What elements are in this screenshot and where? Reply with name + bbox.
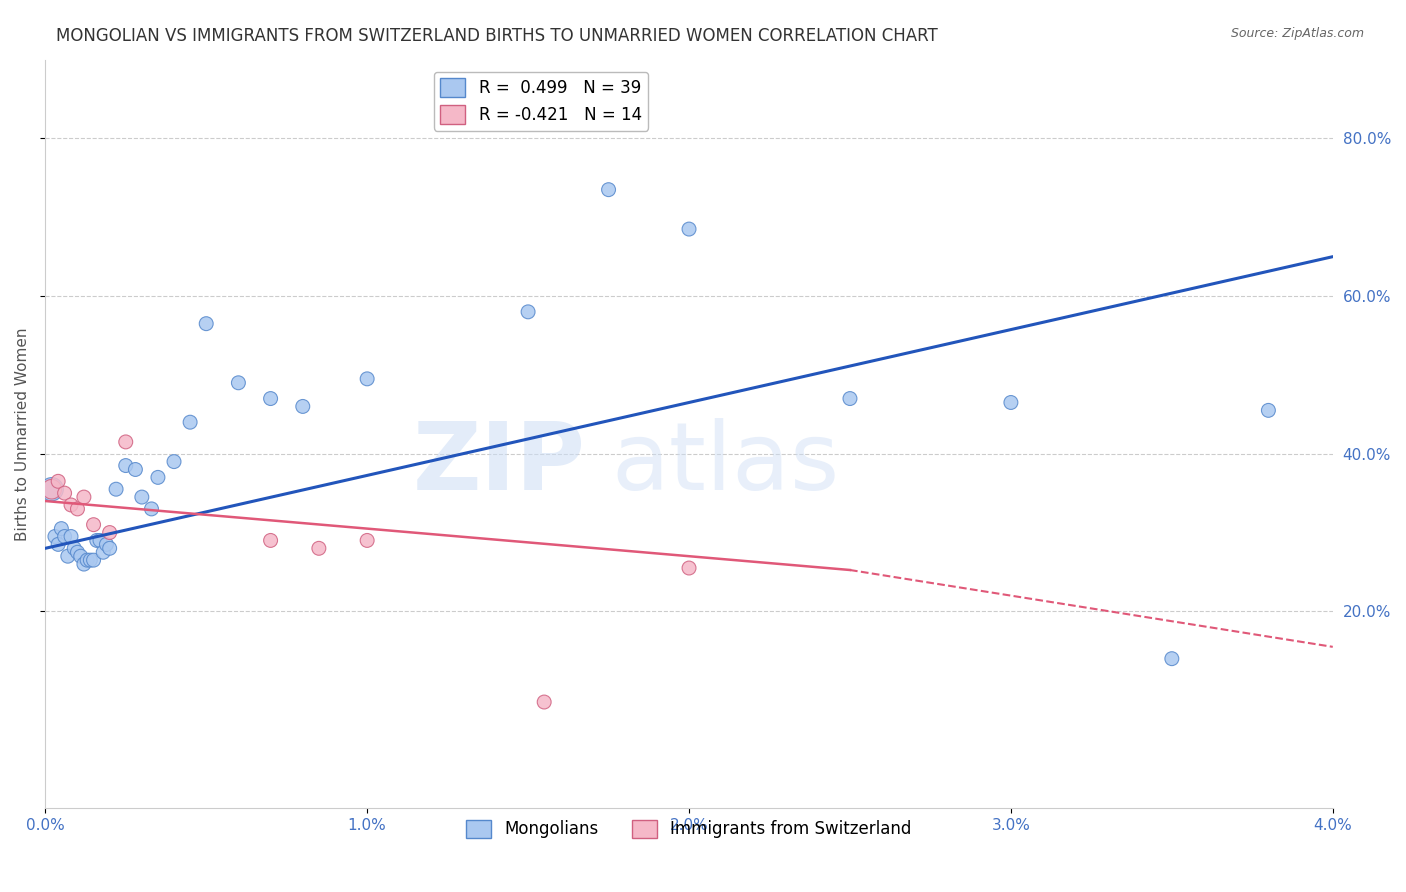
Point: [517, 305, 540, 319]
Point: [63, 541, 86, 556]
Text: Source: ZipAtlas.com: Source: ZipAtlas.com: [1230, 27, 1364, 40]
Point: [56, 549, 79, 564]
Point: [66, 502, 89, 516]
Point: [98, 541, 121, 556]
Point: [60, 498, 83, 512]
Legend: Mongolians, Immigrants from Switzerland: Mongolians, Immigrants from Switzerland: [460, 813, 918, 845]
Point: [228, 376, 250, 390]
Point: [195, 317, 218, 331]
Point: [83, 517, 105, 532]
Point: [114, 434, 136, 449]
Point: [73, 557, 96, 571]
Point: [76, 553, 98, 567]
Point: [131, 490, 153, 504]
Point: [46, 475, 69, 489]
Point: [114, 458, 136, 473]
Point: [73, 490, 96, 504]
Point: [41, 482, 63, 496]
Point: [141, 502, 163, 516]
Point: [839, 392, 862, 406]
Point: [53, 486, 76, 500]
Point: [1160, 651, 1182, 665]
Point: [356, 372, 378, 386]
Point: [308, 541, 330, 556]
Point: [259, 533, 281, 548]
Point: [86, 533, 108, 548]
Point: [51, 522, 73, 536]
Point: [124, 462, 146, 476]
Point: [259, 392, 281, 406]
Point: [96, 537, 118, 551]
Point: [1000, 395, 1022, 409]
Text: MONGOLIAN VS IMMIGRANTS FROM SWITZERLAND BIRTHS TO UNMARRIED WOMEN CORRELATION C: MONGOLIAN VS IMMIGRANTS FROM SWITZERLAND…: [56, 27, 938, 45]
Point: [91, 545, 114, 559]
Text: ZIP: ZIP: [413, 418, 586, 510]
Point: [291, 400, 314, 414]
Point: [98, 525, 121, 540]
Point: [44, 529, 66, 543]
Point: [678, 222, 700, 236]
Point: [41, 482, 63, 496]
Point: [1257, 403, 1279, 417]
Point: [89, 533, 111, 548]
Point: [83, 553, 105, 567]
Point: [179, 415, 201, 429]
Point: [533, 695, 555, 709]
Point: [356, 533, 378, 548]
Point: [163, 455, 186, 469]
Point: [79, 553, 101, 567]
Point: [53, 529, 76, 543]
Point: [46, 537, 69, 551]
Y-axis label: Births to Unmarried Women: Births to Unmarried Women: [15, 327, 30, 541]
Point: [69, 549, 91, 564]
Point: [66, 545, 89, 559]
Point: [678, 561, 700, 575]
Point: [598, 183, 620, 197]
Point: [146, 470, 169, 484]
Text: atlas: atlas: [612, 418, 839, 510]
Point: [60, 529, 83, 543]
Point: [105, 482, 128, 496]
